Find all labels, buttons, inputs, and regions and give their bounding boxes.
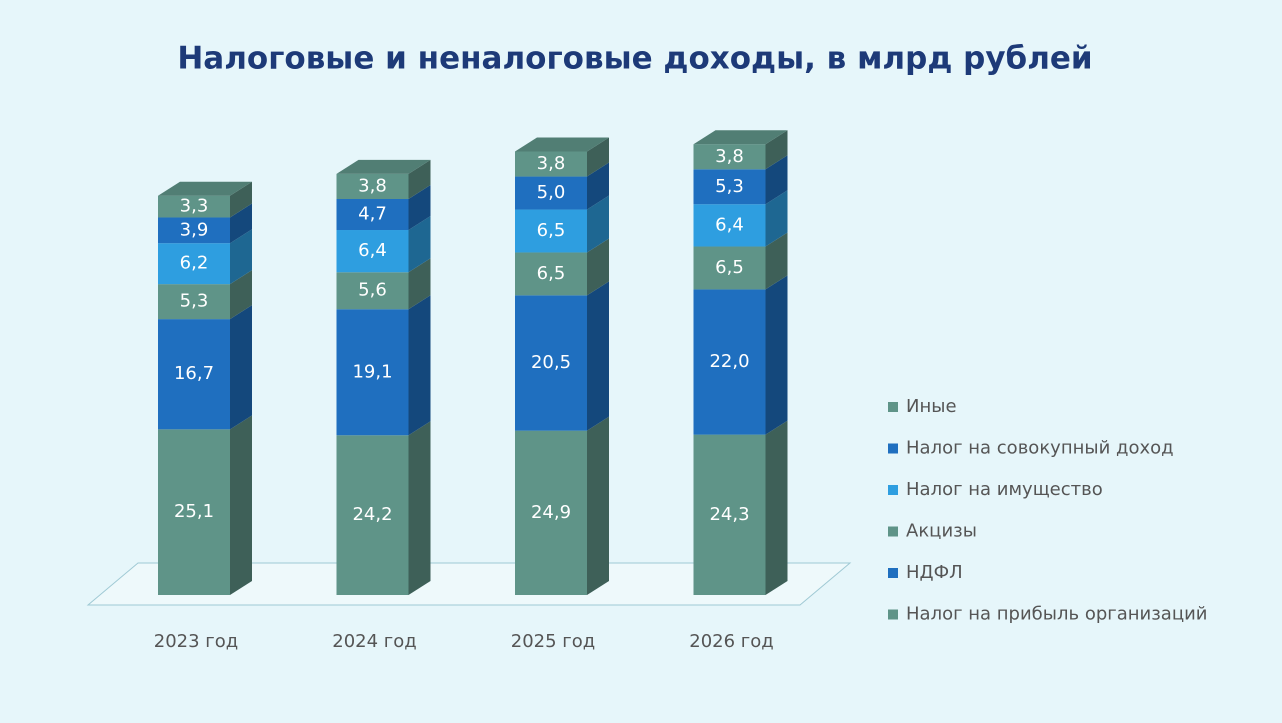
bar-segment: [515, 295, 587, 431]
side-face: [408, 295, 431, 436]
bar-segment: [158, 319, 230, 430]
legend-label: НДФЛ: [906, 562, 963, 583]
value-label: 3,8: [358, 175, 387, 196]
side-face: [765, 190, 788, 247]
value-label: 6,5: [537, 220, 566, 241]
value-label: 6,5: [537, 263, 566, 284]
bar-segment: [693, 144, 766, 170]
side-face: [230, 181, 252, 218]
value-label: 24,9: [531, 502, 571, 523]
value-label: 20,5: [531, 352, 571, 373]
legend-label: Иные: [906, 396, 957, 417]
x-tick-label: 2025 год: [511, 631, 595, 652]
x-tick-label: 2026 год: [689, 631, 773, 652]
side-face: [230, 270, 252, 320]
bar-segment: [158, 195, 230, 218]
side-face: [587, 195, 609, 253]
bar-segment: [336, 272, 409, 310]
bar-segment: [515, 430, 587, 595]
top-face: [158, 181, 252, 196]
bar-segment: [515, 176, 587, 210]
value-label: 24,3: [709, 504, 749, 525]
side-face: [408, 185, 431, 231]
bar-segment: [336, 435, 409, 595]
value-label: 3,9: [180, 219, 209, 240]
bar-segment: [336, 230, 409, 273]
legend-swatch: [888, 402, 898, 412]
side-face: [765, 155, 788, 205]
value-label: 5,6: [358, 280, 387, 301]
bar-segment: [158, 217, 230, 244]
side-face: [408, 258, 431, 310]
legend-label: Акцизы: [906, 521, 977, 542]
value-label: 6,4: [715, 214, 744, 235]
value-label: 24,2: [352, 504, 392, 525]
bar-segment: [158, 243, 230, 285]
side-face: [587, 416, 609, 595]
side-face: [230, 305, 252, 430]
bar-segment: [158, 429, 230, 595]
value-label: 5,3: [180, 291, 209, 312]
bar-segment: [693, 204, 766, 247]
side-face: [765, 275, 788, 435]
value-label: 19,1: [352, 361, 392, 382]
x-tick-label: 2023 год: [154, 631, 238, 652]
side-face: [765, 420, 788, 595]
top-face: [693, 130, 788, 145]
side-face: [765, 232, 788, 290]
bar-segment: [158, 284, 230, 320]
value-label: 22,0: [709, 351, 749, 372]
legend-swatch: [888, 485, 898, 495]
side-face: [230, 203, 252, 244]
bar-segment: [693, 169, 766, 205]
bar-segment: [693, 434, 766, 595]
legend-swatch: [888, 609, 898, 620]
legend-swatch: [888, 526, 898, 537]
side-face: [587, 281, 609, 431]
value-label: 5,3: [715, 176, 744, 197]
bar-segment: [336, 309, 409, 436]
value-label: 6,5: [715, 257, 744, 278]
value-label: 6,2: [180, 253, 209, 274]
bar-segment: [693, 246, 766, 290]
value-label: 6,4: [358, 240, 387, 261]
bar-segment: [693, 289, 766, 435]
legend-swatch: [888, 443, 898, 454]
value-label: 3,3: [180, 196, 209, 217]
top-face: [515, 137, 609, 152]
side-face: [587, 162, 609, 210]
value-label: 3,8: [537, 153, 566, 174]
floor: [86, 562, 852, 606]
bar-segment: [515, 151, 587, 177]
x-tick-label: 2024 год: [332, 631, 416, 652]
value-label: 16,7: [174, 363, 214, 384]
value-label: 25,1: [174, 501, 214, 522]
side-face: [587, 137, 609, 177]
side-face: [230, 229, 252, 285]
value-label: 5,0: [537, 182, 566, 203]
side-face: [408, 216, 431, 273]
value-label: 3,8: [715, 146, 744, 167]
legend-label: Налог на имущество: [906, 479, 1103, 500]
top-face: [336, 159, 431, 174]
side-face: [408, 159, 431, 199]
legend-label: Налог на прибыль организаций: [906, 604, 1207, 625]
chart-title: Налоговые и неналоговые доходы, в млрд р…: [177, 41, 1092, 77]
legend-label: Налог на совокупный доход: [906, 438, 1174, 459]
side-face: [408, 421, 431, 595]
value-label: 4,7: [358, 204, 387, 225]
side-face: [230, 415, 252, 595]
legend-swatch: [888, 568, 898, 578]
bar-segment: [515, 252, 587, 296]
bar-segment: [336, 173, 409, 199]
bar-segment: [336, 199, 409, 231]
side-face: [765, 130, 788, 170]
side-face: [587, 238, 609, 296]
bar-segment: [515, 209, 587, 253]
